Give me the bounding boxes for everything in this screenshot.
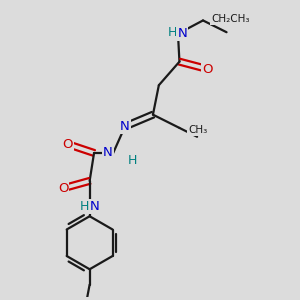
Text: N: N [103,146,113,159]
Text: N: N [178,27,187,40]
Text: CH₃: CH₃ [188,125,208,135]
Text: N: N [120,120,130,133]
Text: N: N [90,200,100,213]
Text: H: H [128,154,137,167]
Text: O: O [62,138,73,151]
Text: O: O [58,182,68,195]
Text: O: O [202,62,213,76]
Text: CH₂CH₃: CH₂CH₃ [211,14,250,24]
Text: H: H [168,26,177,39]
Text: H: H [80,200,89,213]
